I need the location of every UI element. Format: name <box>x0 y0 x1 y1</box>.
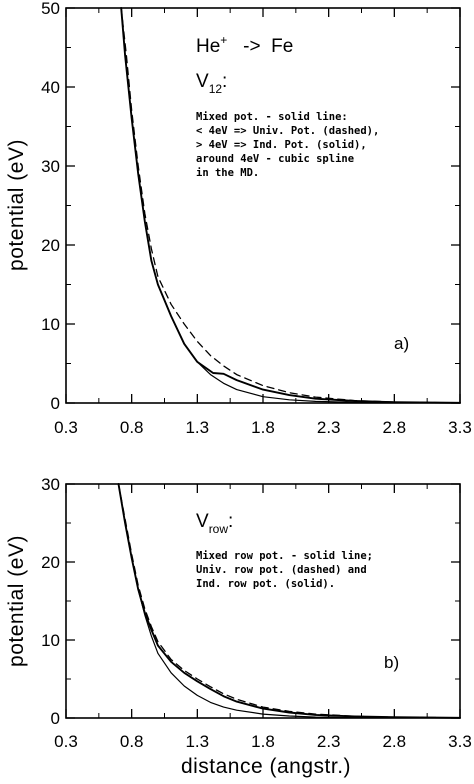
panel-a-xtick-label: 1.8 <box>251 418 275 437</box>
annotation-line: in the MD. <box>196 167 259 179</box>
panel-a-lines <box>120 7 461 404</box>
panel-b-xtick-label: 1.3 <box>185 732 209 751</box>
panel-a-ytick-label: 0 <box>51 394 60 413</box>
annotation-line: Univ. row pot. (dashed) and <box>196 564 367 576</box>
panel-b-xtick-label: 3.3 <box>448 732 472 751</box>
series-solid-line <box>117 483 461 719</box>
panel-a-xtick-label: 2.8 <box>382 418 406 437</box>
panel-a-ticks <box>65 7 461 404</box>
annotation-line: Ind. row pot. (solid). <box>196 578 335 590</box>
panel-a-tag: a) <box>394 334 409 353</box>
panel-b-annotation: Mixed row pot. - solid line; Univ. row p… <box>196 550 373 590</box>
series-dashed-line <box>117 483 461 719</box>
panel-a-title-line1: He+ -> Fe <box>196 33 293 57</box>
annotation-line: < 4eV => Univ. Pot. (dashed), <box>196 125 379 137</box>
panel-b-xtick-label: 2.8 <box>382 732 406 751</box>
panel-b-ylabel: potential (eV) <box>5 535 28 667</box>
panel-b-xtick-label: 0.3 <box>54 732 78 751</box>
panel-b-ticks <box>65 483 461 719</box>
series-solid-line <box>120 7 461 404</box>
panel-b: 0 10 20 30 0.3 0.8 1.3 1.8 2.3 2.8 3.3 p… <box>5 475 472 778</box>
panel-a-ylabel: potential (eV) <box>5 139 28 271</box>
panel-b-ytick-label: 10 <box>41 631 60 650</box>
panel-a-title-line2: V12: <box>196 71 227 96</box>
panel-a-xtick-label: 1.3 <box>185 418 209 437</box>
panel-a-ytick-label: 40 <box>41 78 60 97</box>
series-dashed-line <box>120 7 461 404</box>
panel-a-xtick-label: 3.3 <box>448 418 472 437</box>
panel-a: 0 10 20 30 40 50 0.3 0.8 1.3 1.8 2.3 2.8… <box>5 0 472 437</box>
series-solid-line <box>117 483 461 719</box>
panel-a-ytick-label: 50 <box>41 0 60 18</box>
title-he: He <box>196 36 220 57</box>
annotation-line: Mixed row pot. - solid line; <box>196 550 373 562</box>
title-v: V <box>196 71 209 92</box>
title-he-sup: + <box>220 33 227 47</box>
panel-a-annotation: Mixed pot. - solid line: < 4eV => Univ. … <box>196 111 379 179</box>
annotation-line: Mixed pot. - solid line: <box>196 111 348 123</box>
panel-a-xtick-label: 0.8 <box>120 418 144 437</box>
panel-b-ytick-label: 30 <box>41 475 60 494</box>
annotation-line: > 4eV => Ind. Pot. (solid), <box>196 139 367 151</box>
panel-b-title: Vrow: <box>196 511 233 536</box>
panel-a-xtick-label: 0.3 <box>54 418 78 437</box>
panel-a-ytick-label: 30 <box>41 157 60 176</box>
panel-b-xtick-label: 1.8 <box>251 732 275 751</box>
panel-a-xtick-label: 2.3 <box>317 418 341 437</box>
title-v: V <box>196 511 209 532</box>
panel-a-ytick-label: 10 <box>41 315 60 334</box>
title-v-sub: row <box>209 522 229 536</box>
title-he-rest: -> Fe <box>227 36 293 57</box>
series-solid-line <box>120 7 461 404</box>
title-v-rest: : <box>222 71 227 92</box>
panel-b-tag: b) <box>384 653 399 672</box>
panel-b-xlabel: distance (angstr.) <box>181 755 351 778</box>
title-v-sub: 12 <box>209 82 223 96</box>
panel-b-ytick-label: 0 <box>51 709 60 728</box>
annotation-line: around 4eV - cubic spline <box>196 153 354 165</box>
panel-b-xtick-label: 2.3 <box>317 732 341 751</box>
title-v-rest: : <box>228 511 233 532</box>
panel-a-ytick-label: 20 <box>41 236 60 255</box>
panel-b-lines <box>117 483 461 719</box>
panel-b-xtick-label: 0.8 <box>120 732 144 751</box>
panel-b-ytick-label: 20 <box>41 553 60 572</box>
